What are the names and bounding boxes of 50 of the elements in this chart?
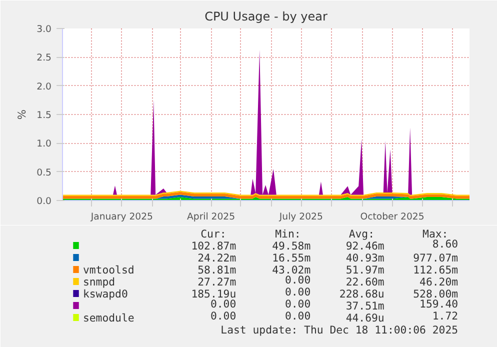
- text: 112.65m: [413, 264, 458, 276]
- text: 0.00: [284, 274, 311, 286]
- x-tick-label: July 2025: [278, 212, 323, 222]
- text: 0.00: [284, 286, 311, 298]
- text: 24.22m: [198, 252, 236, 264]
- text: 16.55m: [272, 252, 311, 264]
- text: 977.07m: [413, 252, 458, 264]
- legend-label: vmtoolsd: [82, 264, 134, 276]
- y-tick-label: 1.0: [36, 138, 52, 150]
- text: Avg:: [348, 228, 375, 240]
- text: 528.00m: [413, 288, 458, 300]
- legend-label: snmpd: [82, 276, 116, 288]
- text: 51.97m: [346, 264, 384, 276]
- text: 37.51m: [346, 300, 384, 312]
- y-tick-label: 2.0: [36, 81, 52, 92]
- text: 92.46m: [346, 240, 384, 252]
- chart-title: CPU Usage - by year: [204, 10, 328, 24]
- text: 46.20m: [420, 276, 458, 288]
- text: 185.19u: [191, 288, 236, 300]
- text: 159.40: [420, 298, 458, 310]
- text: 102.87m: [191, 240, 236, 252]
- y-tick-label: 2.5: [36, 52, 52, 64]
- text: 228.68u: [339, 288, 384, 300]
- y-axis-title: %: [16, 109, 29, 120]
- x-tick-label: April 2025: [187, 212, 236, 222]
- text: Min:: [275, 228, 301, 240]
- text: 0.00: [210, 298, 236, 310]
- text: 0.00: [284, 310, 311, 322]
- x-tick-label: October 2025: [360, 212, 424, 222]
- x-tick-label: January 2025: [90, 212, 154, 222]
- y-tick-label: 1.5: [36, 110, 52, 121]
- text: 0.00: [284, 298, 311, 310]
- text: 27.27m: [198, 276, 236, 288]
- text: 49.58m: [272, 240, 311, 252]
- text: 8.60: [432, 238, 458, 250]
- y-tick-label: 0.0: [36, 196, 52, 207]
- y-tick-label: 3.0: [36, 24, 52, 35]
- text: 58.81m: [198, 264, 236, 276]
- legend-label: kswapd0: [82, 288, 128, 300]
- text: Max:: [422, 228, 448, 240]
- y-tick-label: 0.5: [36, 167, 52, 178]
- text: 22.60m: [346, 276, 384, 288]
- text: Cur:: [200, 228, 226, 240]
- text: 0.00: [210, 310, 236, 322]
- text: 44.69u: [346, 312, 384, 324]
- text: 1.72: [432, 310, 458, 322]
- legend-label: semodule: [82, 312, 134, 324]
- text: 43.02m: [272, 264, 311, 276]
- text: Last update: Thu Dec 18 11:00:06 2025: [220, 324, 458, 336]
- text: 40.93m: [346, 252, 384, 264]
